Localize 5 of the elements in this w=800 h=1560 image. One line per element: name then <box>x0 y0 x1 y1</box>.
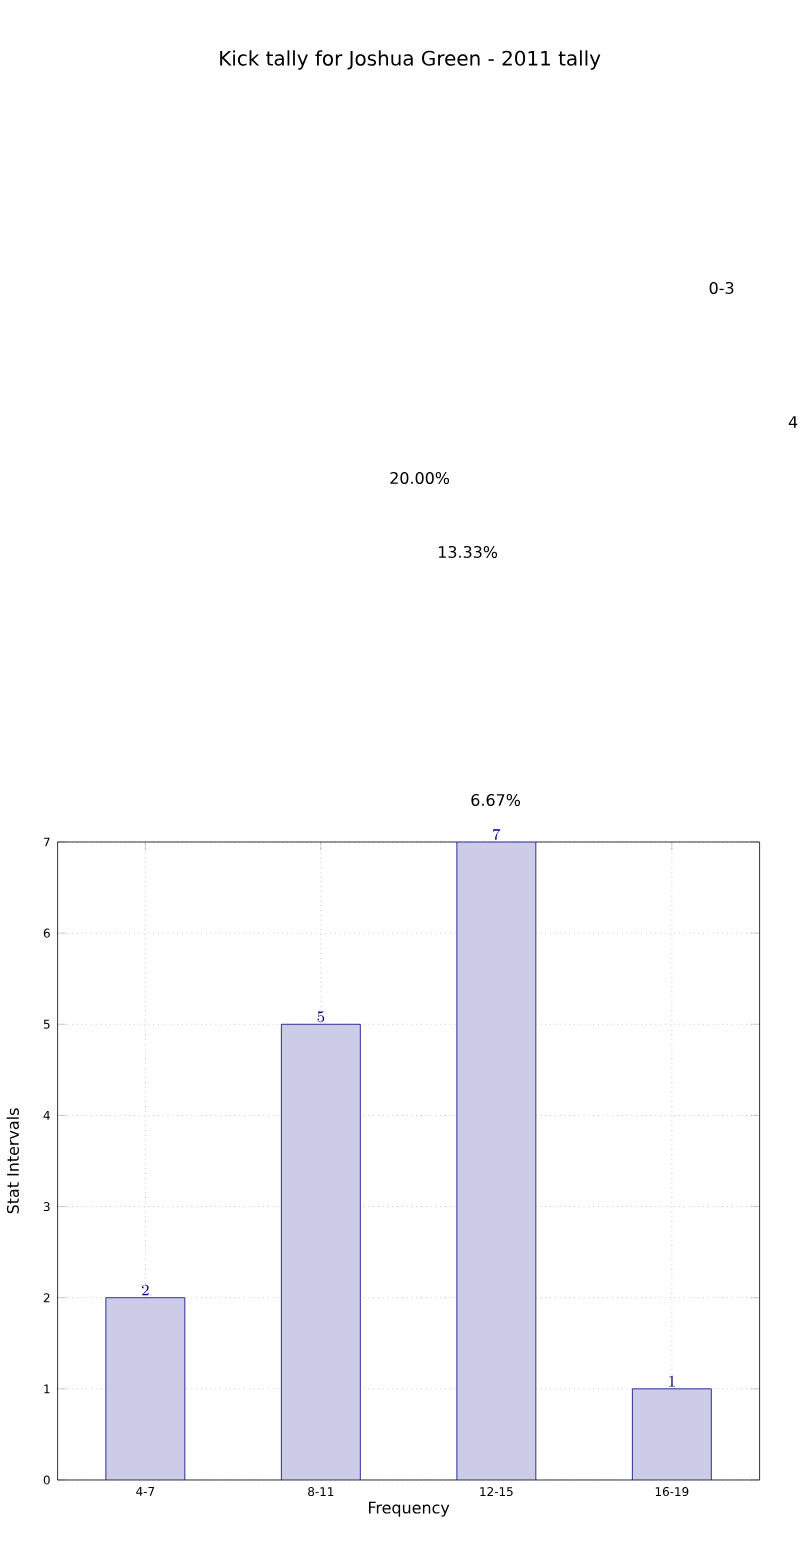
bar <box>105 1297 186 1480</box>
bar <box>632 1388 712 1480</box>
bar <box>456 841 537 1480</box>
bar <box>281 1023 361 1480</box>
chart-title: Kick tally for Joshua Green - 2011 tally <box>220 50 601 70</box>
